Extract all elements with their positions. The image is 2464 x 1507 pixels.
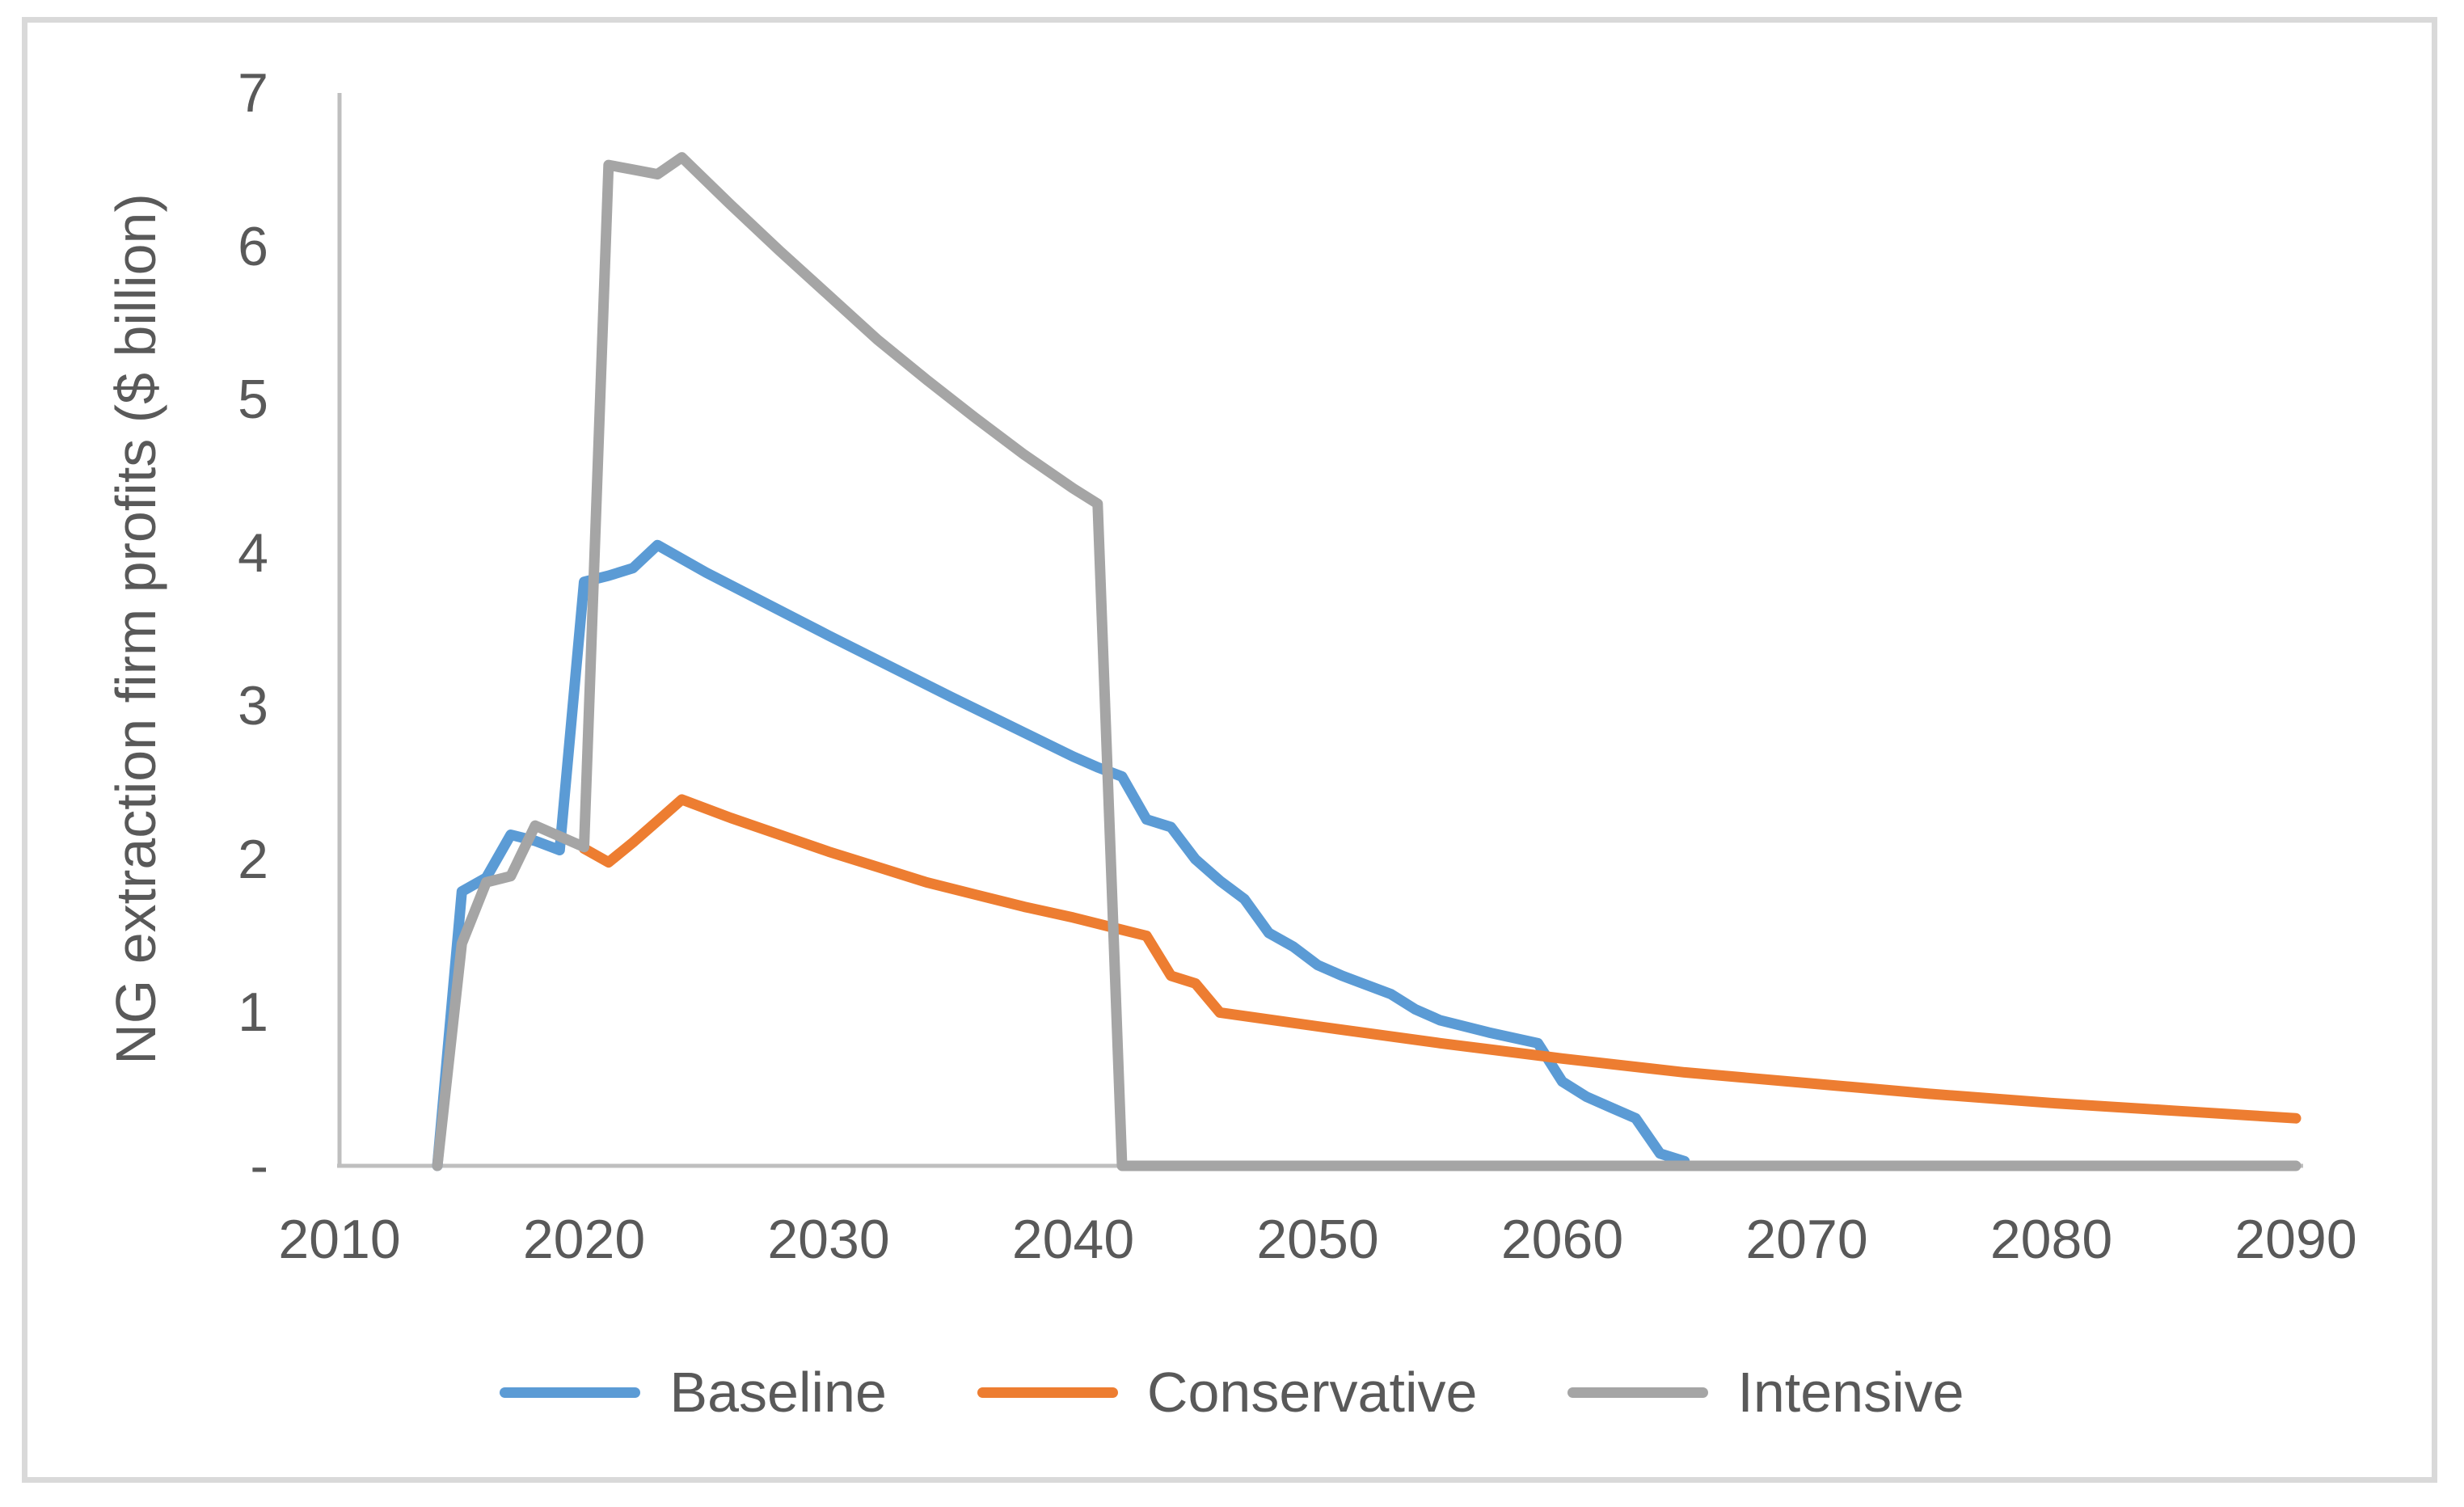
y-tick-label-6: 6: [238, 215, 268, 277]
legend-line-icon: [1567, 1387, 1709, 1398]
series-lines: [432, 152, 2302, 1171]
chart-border: [22, 17, 2437, 1483]
x-tick-label-2020: 2020: [522, 1209, 646, 1270]
legend-item-intensive: Intensive: [1567, 1364, 1964, 1420]
x-tick-label-2090: 2090: [2234, 1209, 2357, 1270]
legend-label: Baseline: [669, 1361, 887, 1424]
y-tick-label-1: 1: [238, 981, 268, 1044]
y-tick-label--: -: [250, 1135, 268, 1197]
legend-item-baseline: Baseline: [500, 1364, 887, 1420]
y-tick-label-2: 2: [238, 828, 268, 890]
legend-item-conservative: Conservative: [977, 1361, 1478, 1424]
x-tick-label-2010: 2010: [278, 1209, 401, 1270]
legend-line-icon: [500, 1387, 641, 1398]
legend-label: Conservative: [1146, 1361, 1478, 1424]
x-tick-label-2080: 2080: [1989, 1209, 2113, 1270]
x-tick-label-2070: 2070: [1745, 1209, 1868, 1270]
x-tick-label-2050: 2050: [1256, 1209, 1379, 1270]
x-tick-label-2060: 2060: [1500, 1209, 1624, 1270]
legend-line-icon: [977, 1387, 1118, 1398]
y-tick-label-3: 3: [238, 675, 268, 737]
x-tick-label-2040: 2040: [1011, 1209, 1135, 1270]
legend: Baseline Conservative Intensive: [0, 1364, 2464, 1420]
series-line-baseline: [432, 539, 1690, 1171]
y-tick-label-7: 7: [238, 62, 268, 124]
series-line-conservative: [579, 794, 2302, 1124]
y-tick-label-5: 5: [238, 369, 268, 431]
y-tick-label-4: 4: [238, 521, 268, 584]
legend-label: Intensive: [1737, 1361, 1964, 1424]
series-line-intensive: [432, 152, 2302, 1171]
x-tick-label-2030: 2030: [767, 1209, 890, 1270]
